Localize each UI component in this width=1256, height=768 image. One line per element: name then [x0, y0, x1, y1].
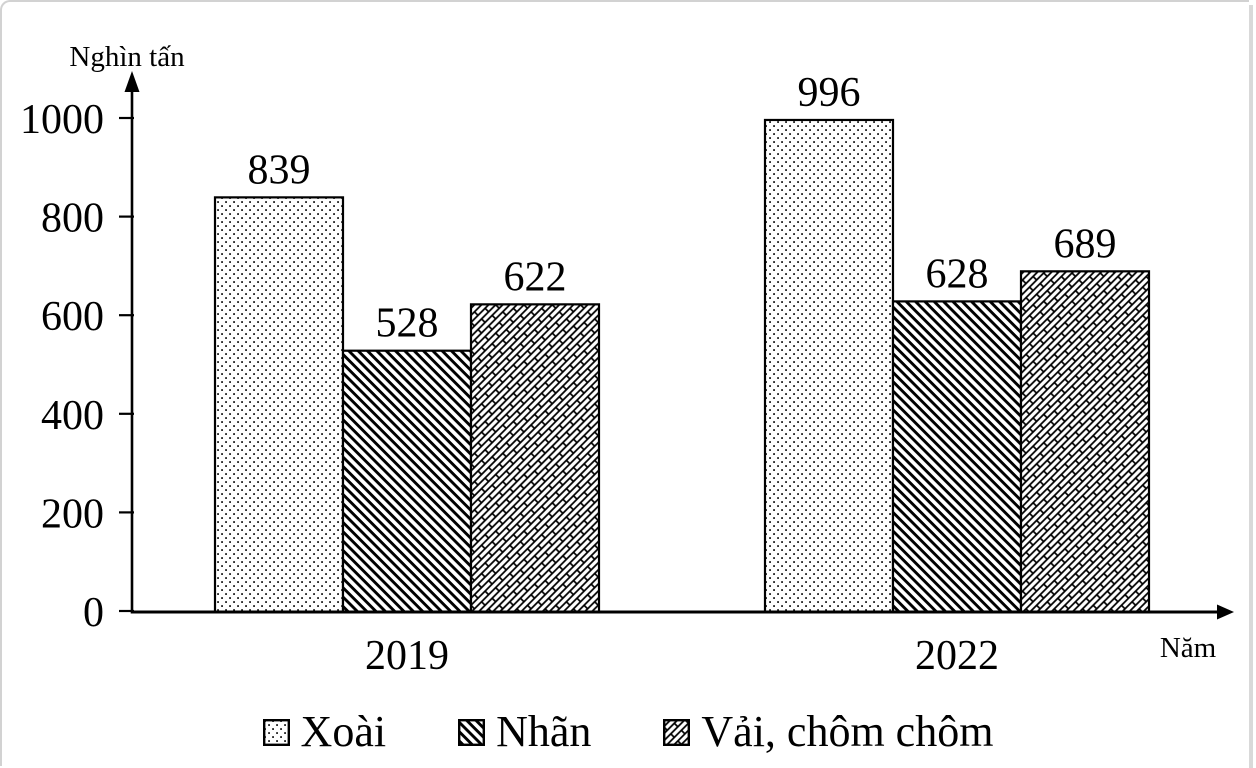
- y-axis-arrow-icon: [124, 71, 140, 92]
- legend-swatch-brick-icon: [663, 718, 691, 746]
- y-axis-title: Nghìn tấn: [69, 41, 185, 73]
- legend-item-xoai: Xoài: [262, 707, 387, 756]
- bar: [213, 196, 345, 614]
- bar: [1019, 270, 1151, 614]
- bar-value-label: 689: [1054, 221, 1117, 267]
- y-tick-label: 1000: [20, 97, 104, 143]
- legend-item-nhan: Nhãn: [458, 710, 591, 754]
- y-axis-ticks: 0 200 400 600 800 1000: [20, 97, 134, 636]
- bar-value-label: 628: [926, 251, 989, 297]
- bar-value-label: 622: [504, 254, 567, 300]
- legend-label: Vải, chôm chôm: [701, 707, 994, 756]
- x-category-label: 2022: [915, 633, 999, 679]
- bar-value-label: 528: [376, 301, 439, 347]
- legend-swatch-diagonal-icon: [458, 718, 486, 746]
- bar: [763, 118, 895, 614]
- y-tick-label: 400: [41, 393, 104, 439]
- data-labels: 839 528 622 2019 996 628 689 2022: [248, 70, 1117, 679]
- bar: [341, 349, 473, 614]
- x-axis-title: Năm: [1160, 632, 1217, 664]
- legend-label: Nhãn: [496, 707, 592, 756]
- axes: [124, 71, 1234, 620]
- y-tick-label: 0: [83, 590, 104, 636]
- legend-swatch-dots-icon: [262, 718, 290, 746]
- bar-value-label: 996: [798, 70, 861, 116]
- legend-item-vai-chom-chom: Vải, chôm chôm: [663, 710, 993, 754]
- bar: [469, 303, 601, 614]
- x-axis-arrow-icon: [1217, 604, 1234, 620]
- legend: Xoài Nhãn Vải, chôm chôm: [0, 702, 1256, 762]
- y-tick-label: 200: [41, 491, 104, 537]
- bars-layer: [213, 118, 1151, 614]
- bar: [891, 300, 1023, 614]
- x-category-label: 2019: [365, 633, 449, 679]
- y-tick-label: 800: [41, 196, 104, 242]
- bar-value-label: 839: [248, 147, 311, 193]
- legend-label: Xoài: [300, 707, 387, 756]
- y-tick-label: 600: [41, 294, 104, 340]
